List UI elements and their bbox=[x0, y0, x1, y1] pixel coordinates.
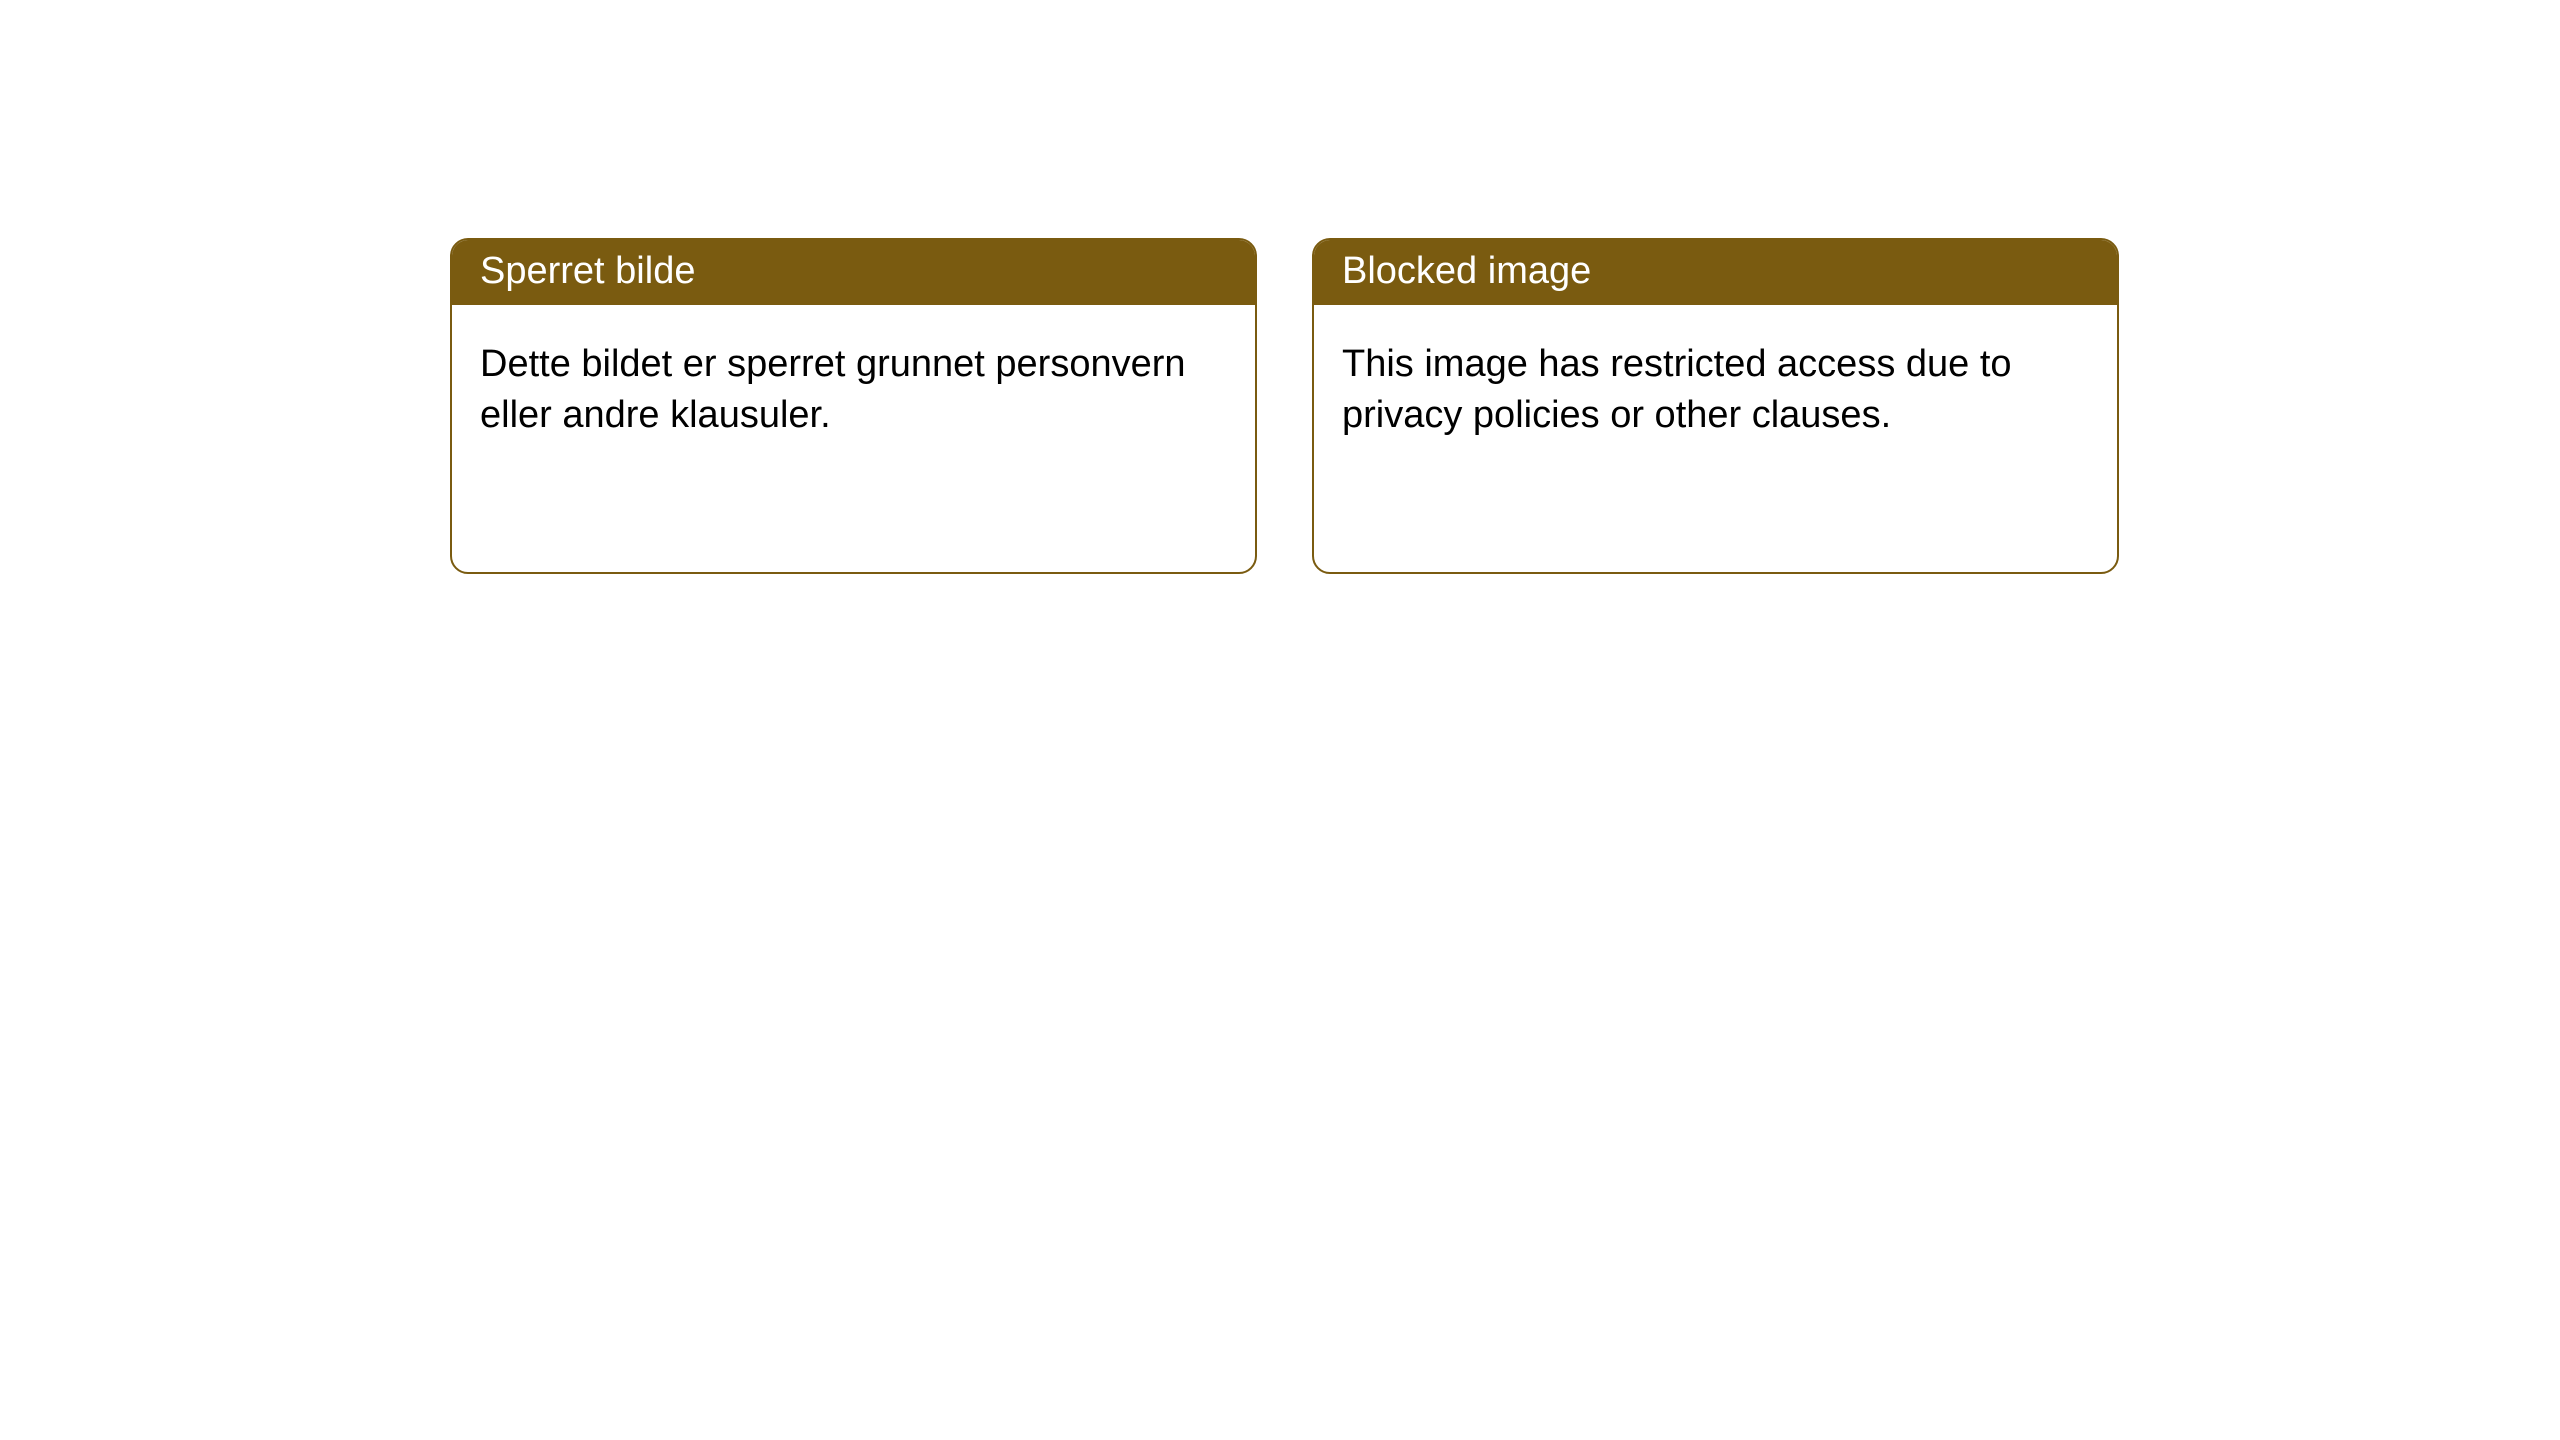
card-header-norwegian: Sperret bilde bbox=[452, 240, 1255, 305]
blocked-image-card-norwegian: Sperret bilde Dette bildet er sperret gr… bbox=[450, 238, 1257, 574]
notice-cards-container: Sperret bilde Dette bildet er sperret gr… bbox=[450, 238, 2560, 574]
card-body-norwegian: Dette bildet er sperret grunnet personve… bbox=[452, 305, 1255, 476]
blocked-image-card-english: Blocked image This image has restricted … bbox=[1312, 238, 2119, 574]
card-body-english: This image has restricted access due to … bbox=[1314, 305, 2117, 476]
card-header-english: Blocked image bbox=[1314, 240, 2117, 305]
